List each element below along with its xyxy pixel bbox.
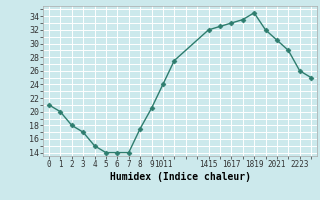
- X-axis label: Humidex (Indice chaleur): Humidex (Indice chaleur): [109, 172, 251, 182]
